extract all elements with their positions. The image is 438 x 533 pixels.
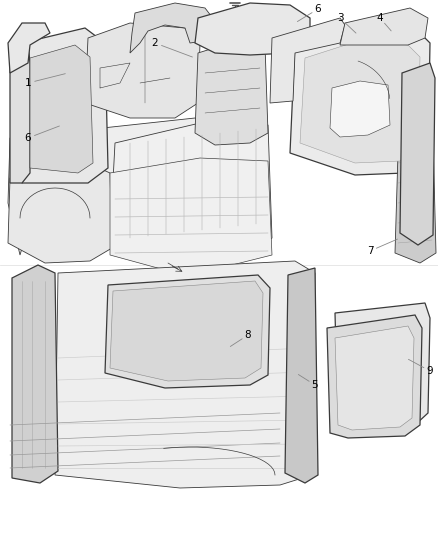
Polygon shape <box>105 275 270 388</box>
Polygon shape <box>340 8 428 45</box>
Polygon shape <box>335 326 414 430</box>
Text: 6: 6 <box>25 133 31 143</box>
Polygon shape <box>270 18 345 103</box>
Polygon shape <box>400 63 435 245</box>
Polygon shape <box>335 303 430 428</box>
Text: 5: 5 <box>312 380 318 390</box>
Polygon shape <box>300 41 420 163</box>
Polygon shape <box>30 45 93 173</box>
Polygon shape <box>110 123 272 255</box>
Polygon shape <box>395 138 436 263</box>
Text: 4: 4 <box>377 13 383 23</box>
Polygon shape <box>195 43 268 145</box>
Polygon shape <box>8 118 218 255</box>
Polygon shape <box>110 281 263 381</box>
Polygon shape <box>12 265 58 483</box>
Polygon shape <box>195 3 310 55</box>
Polygon shape <box>8 23 50 73</box>
Text: 2: 2 <box>152 38 158 48</box>
Polygon shape <box>130 3 215 53</box>
Polygon shape <box>110 158 272 270</box>
Text: 9: 9 <box>427 366 433 376</box>
Polygon shape <box>330 81 390 137</box>
Text: 8: 8 <box>245 330 251 340</box>
Text: 1: 1 <box>25 78 31 88</box>
Polygon shape <box>55 261 315 488</box>
Polygon shape <box>290 23 430 175</box>
Polygon shape <box>22 28 108 183</box>
Polygon shape <box>8 163 112 263</box>
Polygon shape <box>327 315 422 438</box>
Polygon shape <box>85 23 200 118</box>
Polygon shape <box>10 43 30 183</box>
Text: 6: 6 <box>314 4 321 14</box>
Text: 7: 7 <box>367 246 373 256</box>
Text: 3: 3 <box>337 13 343 23</box>
Polygon shape <box>285 268 318 483</box>
